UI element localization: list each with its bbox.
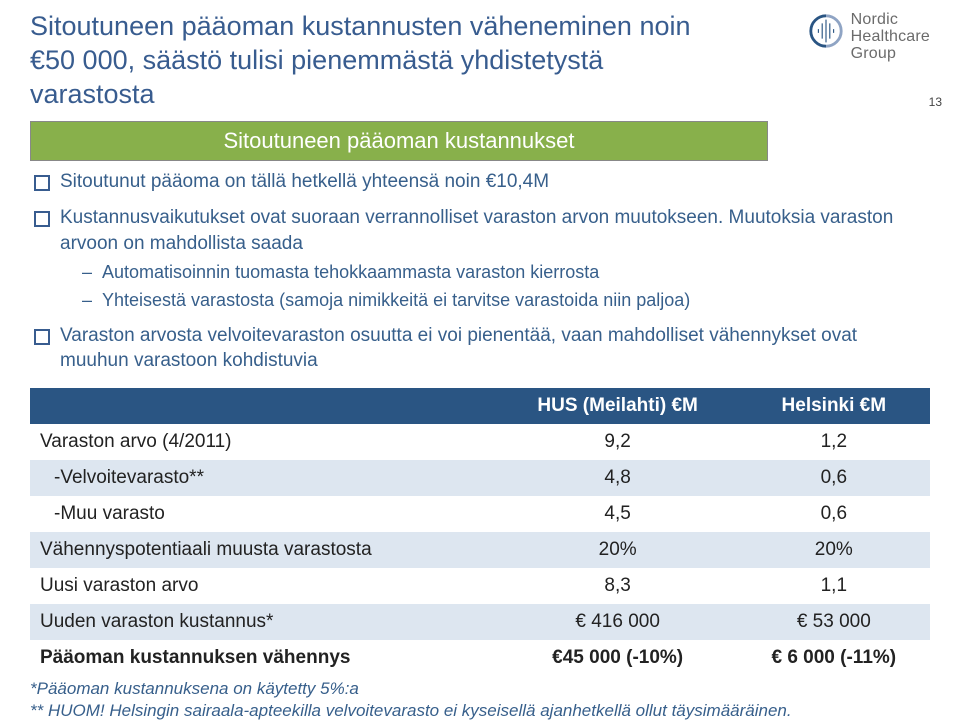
row-c2: 0,6 (738, 496, 930, 532)
logo-mark-icon (807, 12, 845, 50)
bullet-text: Sitoutunut pääoma on tällä hetkellä yhte… (60, 171, 549, 192)
row-c2: € 53 000 (738, 604, 930, 640)
row-c2: 20% (738, 532, 930, 568)
logo-line1: Nordic (851, 12, 930, 29)
th-col2: Helsinki €M (738, 388, 930, 424)
row-label: Vähennyspotentiaali muusta varastosta (30, 532, 498, 568)
footnote-1: *Pääoman kustannuksena on käytetty 5%:a (30, 678, 930, 700)
row-c1: 4,5 (498, 496, 738, 532)
th-col1: HUS (Meilahti) €M (498, 388, 738, 424)
table-header-row: HUS (Meilahti) €M Helsinki €M (30, 388, 930, 424)
sub-bullet-list: Automatisoinnin tuomasta tehokkaammasta … (60, 260, 930, 313)
bullet-item: Sitoutunut pääoma on tällä hetkellä yhte… (34, 169, 930, 195)
logo-line3: Group (851, 46, 930, 63)
row-label: Uusi varaston arvo (30, 568, 498, 604)
sub-bullet-item: Automatisoinnin tuomasta tehokkaammasta … (60, 260, 930, 284)
table-row: -Muu varasto4,50,6 (30, 496, 930, 532)
row-label: Varaston arvo (4/2011) (30, 424, 498, 460)
bullet-item: Varaston arvosta velvoitevaraston osuutt… (34, 323, 930, 374)
logo: Nordic Healthcare Group (735, 10, 930, 62)
logo-text: Nordic Healthcare Group (851, 12, 930, 62)
row-label: Uuden varaston kustannus* (30, 604, 498, 640)
row-c2: € 6 000 (-11%) (738, 640, 930, 676)
subtitle-bar: Sitoutuneen pääoman kustannukset (30, 121, 768, 161)
row-c1: € 416 000 (498, 604, 738, 640)
bullet-list: Sitoutunut pääoma on tällä hetkellä yhte… (30, 169, 930, 374)
row-c1: 20% (498, 532, 738, 568)
th-blank (30, 388, 498, 424)
table-row: Uuden varaston kustannus*€ 416 000€ 53 0… (30, 604, 930, 640)
slide-title: Sitoutuneen pääoman kustannusten vähenem… (30, 10, 735, 111)
row-c1: 9,2 (498, 424, 738, 460)
data-table: HUS (Meilahti) €M Helsinki €M Varaston a… (30, 388, 930, 676)
table-row: -Velvoitevarasto**4,80,6 (30, 460, 930, 496)
row-c1: €45 000 (-10%) (498, 640, 738, 676)
table-row: Varaston arvo (4/2011)9,21,2 (30, 424, 930, 460)
table-row: Pääoman kustannuksen vähennys€45 000 (-1… (30, 640, 930, 676)
page-number: 13 (929, 95, 942, 109)
footnotes: *Pääoman kustannuksena on käytetty 5%:a … (30, 678, 930, 722)
header: Sitoutuneen pääoman kustannusten vähenem… (30, 10, 930, 111)
row-label: -Muu varasto (30, 496, 498, 532)
row-c2: 1,2 (738, 424, 930, 460)
subtitle-bar-wrap: Sitoutuneen pääoman kustannukset (30, 121, 930, 161)
row-label: -Velvoitevarasto** (30, 460, 498, 496)
bullet-text: Varaston arvosta velvoitevaraston osuutt… (60, 325, 857, 372)
row-c2: 1,1 (738, 568, 930, 604)
row-c1: 4,8 (498, 460, 738, 496)
bullet-text: Kustannusvaikutukset ovat suoraan verran… (60, 207, 893, 254)
logo-inner: Nordic Healthcare Group (807, 12, 930, 62)
table-row: Vähennyspotentiaali muusta varastosta20%… (30, 532, 930, 568)
slide: Sitoutuneen pääoman kustannusten vähenem… (0, 0, 960, 726)
sub-bullet-item: Yhteisestä varastosta (samoja nimikkeitä… (60, 288, 930, 312)
row-c1: 8,3 (498, 568, 738, 604)
row-c2: 0,6 (738, 460, 930, 496)
logo-line2: Healthcare (851, 29, 930, 46)
row-label: Pääoman kustannuksen vähennys (30, 640, 498, 676)
content-body: Sitoutunut pääoma on tällä hetkellä yhte… (30, 169, 930, 722)
footnote-2: ** HUOM! Helsingin sairaala-apteekilla v… (30, 700, 930, 722)
table-row: Uusi varaston arvo8,31,1 (30, 568, 930, 604)
bullet-item: Kustannusvaikutukset ovat suoraan verran… (34, 205, 930, 313)
table-body: Varaston arvo (4/2011)9,21,2-Velvoitevar… (30, 424, 930, 676)
